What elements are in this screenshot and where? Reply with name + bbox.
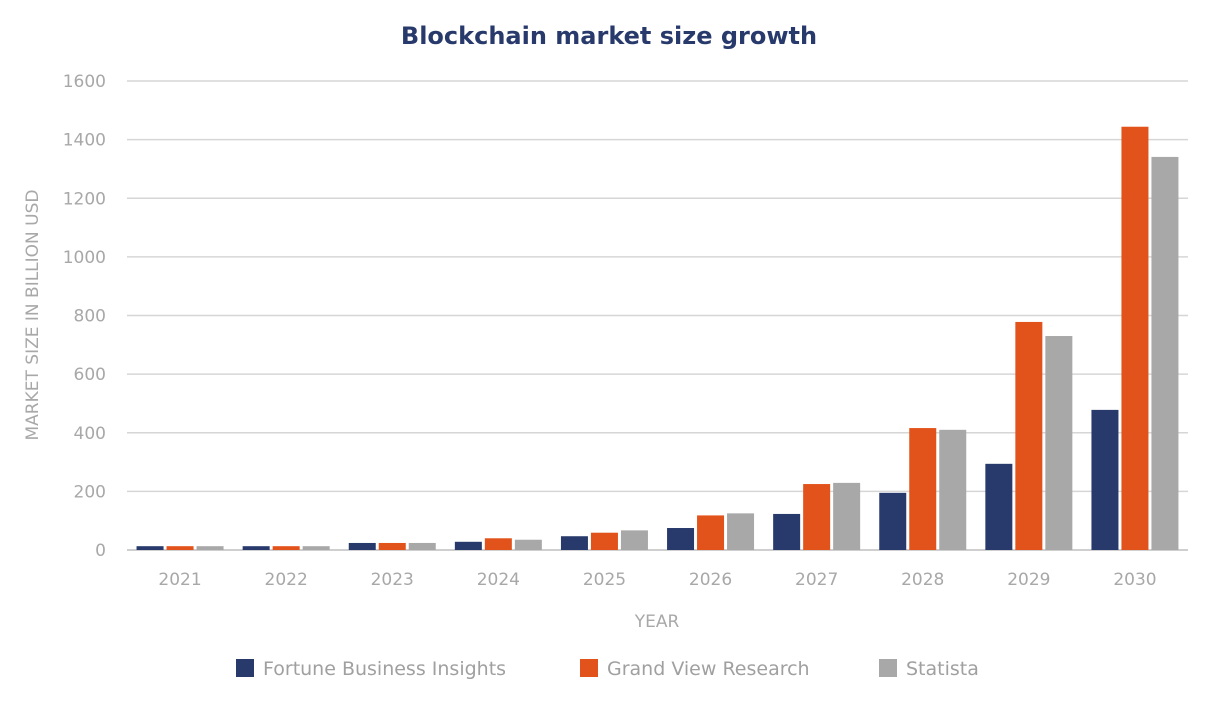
x-tick-label: 2023 bbox=[371, 570, 414, 590]
bar-statista-2024 bbox=[514, 539, 542, 550]
bar-fortune-business-insights-2028 bbox=[879, 492, 907, 550]
x-tick-label: 2029 bbox=[1007, 570, 1050, 590]
bar-fortune-business-insights-2026 bbox=[667, 528, 695, 550]
y-tick-label: 1200 bbox=[63, 189, 106, 209]
bar-fortune-business-insights-2024 bbox=[454, 541, 482, 550]
y-tick-label: 1000 bbox=[63, 248, 106, 268]
bar-statista-2021 bbox=[196, 546, 224, 550]
legend-item: Statista bbox=[879, 658, 979, 680]
legend-label: Grand View Research bbox=[607, 658, 810, 680]
bar-fortune-business-insights-2023 bbox=[348, 542, 376, 550]
y-axis-ticks: 0 200 400 600 800 1000 1200 1400 1600 bbox=[63, 72, 106, 561]
bar-grand-view-research-2025 bbox=[590, 532, 618, 550]
y-tick-label: 200 bbox=[74, 482, 106, 502]
bar-grand-view-research-2024 bbox=[484, 538, 512, 550]
y-axis-label: MARKET SIZE IN BILLION USD bbox=[23, 190, 43, 441]
x-tick-label: 2024 bbox=[477, 570, 520, 590]
bar-statista-2022 bbox=[302, 546, 330, 550]
bar-fortune-business-insights-2021 bbox=[136, 546, 164, 550]
chart-title: Blockchain market size growth bbox=[401, 22, 817, 50]
bar-statista-2028 bbox=[939, 429, 967, 550]
y-tick-label: 1600 bbox=[63, 72, 106, 92]
legend-swatch bbox=[580, 659, 598, 677]
bar-grand-view-research-2028 bbox=[909, 428, 937, 550]
y-tick-label: 800 bbox=[74, 307, 106, 327]
bar-grand-view-research-2021 bbox=[166, 546, 194, 550]
bar-grand-view-research-2022 bbox=[272, 546, 300, 550]
bar-statista-2025 bbox=[620, 530, 648, 550]
legend-label: Statista bbox=[906, 658, 979, 680]
bar-fortune-business-insights-2029 bbox=[985, 463, 1013, 550]
bar-grand-view-research-2023 bbox=[378, 542, 406, 550]
legend-swatch bbox=[236, 659, 254, 677]
y-tick-label: 400 bbox=[74, 424, 106, 444]
bar-grand-view-research-2026 bbox=[697, 515, 725, 550]
bar-statista-2023 bbox=[408, 542, 436, 550]
y-tick-label: 0 bbox=[95, 541, 106, 561]
bar-statista-2026 bbox=[727, 513, 755, 550]
x-tick-label: 2026 bbox=[689, 570, 732, 590]
x-tick-label: 2027 bbox=[795, 570, 838, 590]
bar-statista-2027 bbox=[833, 482, 861, 550]
x-tick-label: 2021 bbox=[158, 570, 201, 590]
legend-swatch bbox=[879, 659, 897, 677]
bars bbox=[136, 126, 1179, 550]
bar-fortune-business-insights-2025 bbox=[560, 536, 588, 550]
x-axis-label: YEAR bbox=[634, 612, 680, 632]
x-tick-label: 2022 bbox=[265, 570, 308, 590]
x-tick-label: 2028 bbox=[901, 570, 944, 590]
y-tick-label: 600 bbox=[74, 365, 106, 385]
legend-label: Fortune Business Insights bbox=[263, 658, 506, 680]
legend-item: Grand View Research bbox=[580, 658, 810, 680]
bar-fortune-business-insights-2030 bbox=[1091, 409, 1119, 550]
bar-grand-view-research-2030 bbox=[1121, 126, 1149, 550]
bar-grand-view-research-2029 bbox=[1015, 321, 1043, 550]
bar-fortune-business-insights-2022 bbox=[242, 546, 270, 550]
legend-item: Fortune Business Insights bbox=[236, 658, 506, 680]
bar-statista-2030 bbox=[1151, 156, 1179, 550]
bar-fortune-business-insights-2027 bbox=[773, 513, 801, 550]
y-tick-label: 1400 bbox=[63, 131, 106, 151]
x-tick-label: 2025 bbox=[583, 570, 626, 590]
bar-statista-2029 bbox=[1045, 336, 1073, 550]
x-axis-ticks: 2021 2022 2023 2024 2025 2026 2027 2028 2029 2030 bbox=[158, 570, 1156, 590]
x-tick-label: 2030 bbox=[1113, 570, 1156, 590]
bar-grand-view-research-2027 bbox=[803, 484, 831, 550]
legend: Fortune Business Insights Grand View Rese… bbox=[236, 658, 979, 680]
